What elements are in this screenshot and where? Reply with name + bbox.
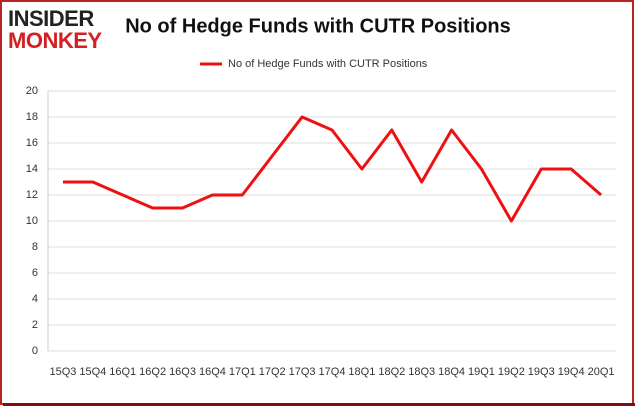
- y-tick-label: 4: [32, 293, 38, 305]
- x-tick-label: 20Q1: [588, 366, 615, 378]
- y-tick-label: 6: [32, 267, 38, 279]
- y-tick-label: 18: [26, 111, 38, 123]
- x-tick-label: 17Q4: [319, 366, 346, 378]
- x-tick-label: 16Q4: [199, 366, 226, 378]
- legend-label: No of Hedge Funds with CUTR Positions: [228, 58, 428, 70]
- x-tick-label: 18Q3: [408, 366, 435, 378]
- x-tick-label: 18Q2: [378, 366, 405, 378]
- y-tick-label: 16: [26, 137, 38, 149]
- logo-top: INSIDER: [8, 6, 94, 31]
- y-tick-label: 20: [26, 85, 38, 97]
- series-line: [62, 115, 603, 223]
- y-tick-label: 0: [32, 345, 38, 357]
- x-tick-label: 16Q1: [109, 366, 136, 378]
- y-tick-label: 14: [26, 163, 38, 175]
- x-tick-label: 17Q2: [259, 366, 286, 378]
- y-tick-label: 8: [32, 241, 38, 253]
- logo-bottom: MONKEY: [8, 28, 102, 53]
- x-tick-label: 15Q3: [49, 366, 76, 378]
- x-tick-label: 19Q2: [498, 366, 525, 378]
- y-tick-label: 12: [26, 189, 38, 201]
- y-tick-label: 10: [26, 215, 38, 227]
- x-tick-label: 15Q4: [79, 366, 106, 378]
- x-tick-label: 19Q1: [468, 366, 495, 378]
- x-tick-label: 18Q1: [348, 366, 375, 378]
- frame-shadow: [3, 403, 635, 406]
- x-tick-label: 16Q2: [139, 366, 166, 378]
- x-tick-label: 19Q4: [558, 366, 585, 378]
- x-tick-label: 19Q3: [528, 366, 555, 378]
- x-tick-label: 16Q3: [169, 366, 196, 378]
- x-tick-label: 18Q4: [438, 366, 465, 378]
- y-tick-label: 2: [32, 319, 38, 331]
- x-tick-label: 17Q3: [289, 366, 316, 378]
- x-tick-label: 17Q1: [229, 366, 256, 378]
- chart-title: No of Hedge Funds with CUTR Positions: [125, 15, 511, 37]
